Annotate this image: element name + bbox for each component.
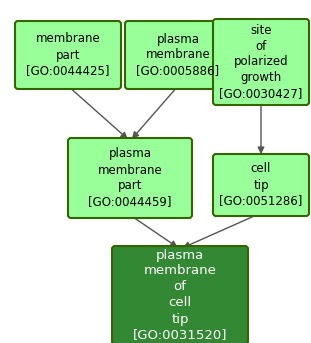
FancyBboxPatch shape: [68, 138, 192, 218]
Text: membrane
part
[GO:0044425]: membrane part [GO:0044425]: [26, 33, 110, 78]
FancyBboxPatch shape: [125, 21, 231, 89]
Text: plasma
membrane
of
cell
tip
[GO:0031520]: plasma membrane of cell tip [GO:0031520]: [133, 248, 227, 342]
FancyBboxPatch shape: [213, 19, 309, 105]
FancyBboxPatch shape: [213, 154, 309, 216]
FancyBboxPatch shape: [112, 246, 248, 343]
Text: plasma
membrane
[GO:0005886]: plasma membrane [GO:0005886]: [137, 33, 220, 78]
Text: plasma
membrane
part
[GO:0044459]: plasma membrane part [GO:0044459]: [88, 147, 172, 209]
FancyBboxPatch shape: [15, 21, 121, 89]
Text: cell
tip
[GO:0051286]: cell tip [GO:0051286]: [219, 163, 303, 208]
Text: site
of
polarized
growth
[GO:0030427]: site of polarized growth [GO:0030427]: [219, 24, 303, 100]
